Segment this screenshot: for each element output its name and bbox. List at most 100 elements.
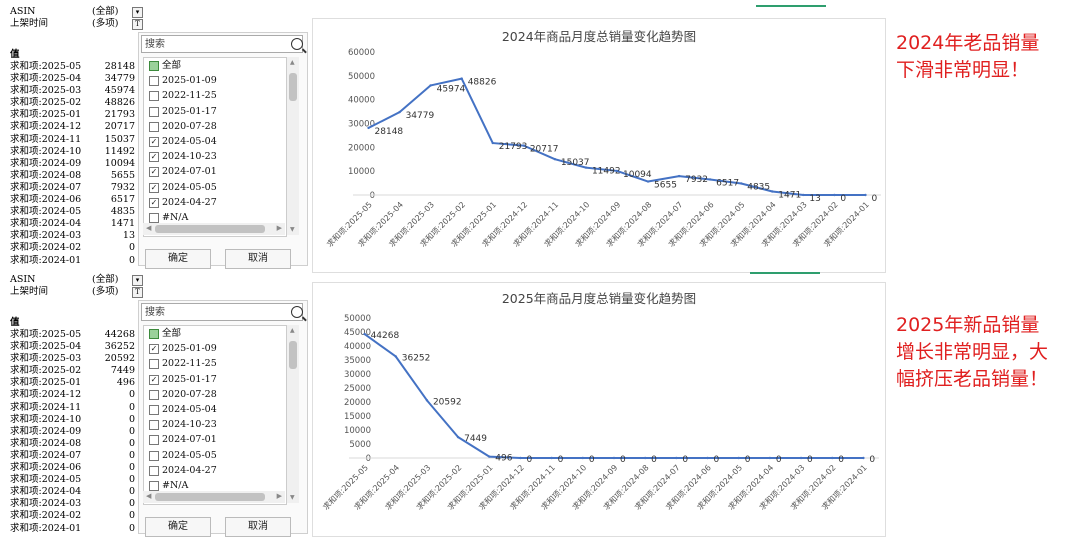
filter-item[interactable]: 2024-07-01 [144, 432, 286, 447]
pivot-row: 求和项:2024-11 15037 [8, 134, 138, 146]
scroll-right-icon[interactable]: ▶ [276, 224, 282, 232]
checkbox-empty-icon[interactable] [149, 76, 159, 87]
y-tick-label: 5000 [349, 440, 371, 450]
scroll-thumb[interactable] [289, 341, 297, 369]
checkbox-empty-icon[interactable] [149, 91, 159, 102]
filter-item[interactable]: #N/A [144, 478, 286, 493]
search-icon[interactable] [291, 306, 303, 318]
filter-item[interactable]: 2025-01-17 [144, 104, 286, 119]
pivot-row: 求和项:2025-03 45974 [8, 85, 138, 97]
checkbox-empty-icon[interactable] [149, 404, 159, 415]
filter-dropdown-button[interactable]: ▾ [132, 7, 143, 18]
filter-item[interactable]: ✓ 2024-10-23 [144, 149, 286, 164]
filter-item[interactable]: 2020-07-28 [144, 119, 286, 134]
filter-item[interactable]: ✓ 2024-04-27 [144, 195, 286, 210]
annotation-line: 增长非常明显，大 [896, 341, 1049, 363]
scroll-left-icon[interactable]: ◀ [146, 492, 152, 500]
pivot-row: 求和项:2024-04 1471 [8, 218, 138, 230]
filter-item[interactable]: 2024-05-04 [144, 402, 286, 417]
data-label: 28148 [375, 127, 404, 137]
checkbox-empty-icon[interactable] [149, 121, 159, 132]
filter-item[interactable]: 全部 [144, 326, 286, 341]
checkbox-empty-icon[interactable] [149, 359, 159, 370]
checkbox-partial-icon[interactable] [149, 329, 159, 339]
filter-key: 上架时间 [10, 286, 49, 297]
search-input[interactable]: 搜索 [141, 35, 303, 53]
checkbox-empty-icon[interactable] [149, 212, 159, 223]
checkbox-empty-icon[interactable] [149, 389, 159, 400]
scroll-up-icon[interactable]: ▲ [290, 59, 295, 66]
checkbox-checked-icon[interactable]: ✓ [149, 374, 159, 385]
filter-item[interactable]: 2020-07-28 [144, 387, 286, 402]
filter-item[interactable]: ✓ 2024-05-05 [144, 180, 286, 195]
filter-item-label: 2020-07-28 [162, 388, 217, 400]
checkbox-empty-icon[interactable] [149, 435, 159, 446]
ok-button[interactable]: 确定 [145, 249, 211, 269]
filter-item[interactable]: 2022-11-25 [144, 88, 286, 103]
filter-item[interactable]: #N/A [144, 210, 286, 225]
checkbox-checked-icon[interactable]: ✓ [149, 167, 159, 178]
scroll-thumb[interactable] [155, 225, 265, 233]
checkbox-checked-icon[interactable]: ✓ [149, 344, 159, 355]
checkbox-checked-icon[interactable]: ✓ [149, 152, 159, 163]
scroll-right-icon[interactable]: ▶ [276, 492, 282, 500]
checkbox-checked-icon[interactable]: ✓ [149, 182, 159, 193]
checkbox-checked-icon[interactable]: ✓ [149, 136, 159, 147]
pivot-row: 求和项:2024-12 0 [8, 389, 138, 401]
pivot-row-label: 求和项:2025-03 [10, 85, 82, 97]
filter-item[interactable]: 2024-05-05 [144, 448, 286, 463]
y-tick-label: 35000 [344, 356, 371, 366]
vertical-scrollbar[interactable]: ▲ ▼ [287, 325, 299, 503]
filter-item[interactable]: 全部 [144, 58, 286, 73]
ok-button[interactable]: 确定 [145, 517, 211, 537]
scroll-left-icon[interactable]: ◀ [146, 224, 152, 232]
cancel-button[interactable]: 取消 [225, 517, 291, 537]
data-point [646, 180, 650, 183]
checkbox-empty-icon[interactable] [149, 465, 159, 476]
data-point [367, 126, 370, 130]
filter-active-icon[interactable]: T [132, 287, 143, 298]
checkbox-empty-icon[interactable] [149, 450, 159, 461]
filter-item[interactable]: ✓ 2024-07-01 [144, 164, 286, 179]
filter-item[interactable]: 2025-01-09 [144, 73, 286, 88]
pivot-row-value: 48826 [104, 97, 135, 109]
filter-item[interactable]: 2024-04-27 [144, 463, 286, 478]
checkbox-empty-icon[interactable] [149, 420, 159, 431]
filter-dropdown-panel: 搜索 全部 ✓ 2025-01-09 2022-11-25 ✓ 2025-01-17 202… [138, 300, 308, 537]
scroll-thumb[interactable] [289, 73, 297, 101]
pivot-row: 求和项:2024-03 13 [8, 230, 138, 242]
data-label: 0 [651, 455, 657, 465]
annotation-2025: 2025年新品销量 增长非常明显，大 幅挤压老品销量！ [896, 312, 1076, 393]
selection-indicator [750, 272, 820, 274]
scroll-down-icon[interactable]: ▼ [290, 494, 295, 501]
cancel-button[interactable]: 取消 [225, 249, 291, 269]
data-label: 0 [869, 455, 875, 465]
filter-key: 上架时间 [10, 18, 49, 29]
pivot-row-label: 求和项:2024-06 [10, 462, 82, 474]
checkbox-checked-icon[interactable]: ✓ [149, 197, 159, 208]
checkbox-partial-icon[interactable] [149, 61, 159, 71]
filter-item[interactable]: 2024-10-23 [144, 417, 286, 432]
pivot-row-label: 求和项:2025-02 [10, 365, 82, 377]
filter-item[interactable]: 2022-11-25 [144, 356, 286, 371]
checkbox-empty-icon[interactable] [149, 480, 159, 491]
pivot-row-label: 求和项:2024-07 [10, 181, 82, 193]
filter-item[interactable]: ✓ 2024-05-04 [144, 134, 286, 149]
vertical-scrollbar[interactable]: ▲ ▼ [287, 57, 299, 235]
search-icon[interactable] [291, 38, 303, 50]
scroll-thumb[interactable] [155, 493, 265, 501]
filter-active-icon[interactable]: T [132, 19, 143, 30]
filter-dropdown-button[interactable]: ▾ [132, 275, 143, 286]
horizontal-scrollbar[interactable]: ◀ ▶ [143, 491, 285, 503]
filter-item[interactable]: ✓ 2025-01-09 [144, 341, 286, 356]
checkbox-empty-icon[interactable] [149, 106, 159, 117]
scroll-up-icon[interactable]: ▲ [290, 327, 295, 334]
pivot-row-value: 0 [128, 437, 135, 449]
horizontal-scrollbar[interactable]: ◀ ▶ [143, 223, 285, 235]
data-label: 48826 [468, 78, 497, 88]
search-input[interactable]: 搜索 [141, 303, 303, 321]
data-point [708, 178, 712, 181]
scroll-down-icon[interactable]: ▼ [290, 226, 295, 233]
pivot-row: 求和项:2024-12 20717 [8, 121, 138, 133]
filter-item[interactable]: ✓ 2025-01-17 [144, 372, 286, 387]
